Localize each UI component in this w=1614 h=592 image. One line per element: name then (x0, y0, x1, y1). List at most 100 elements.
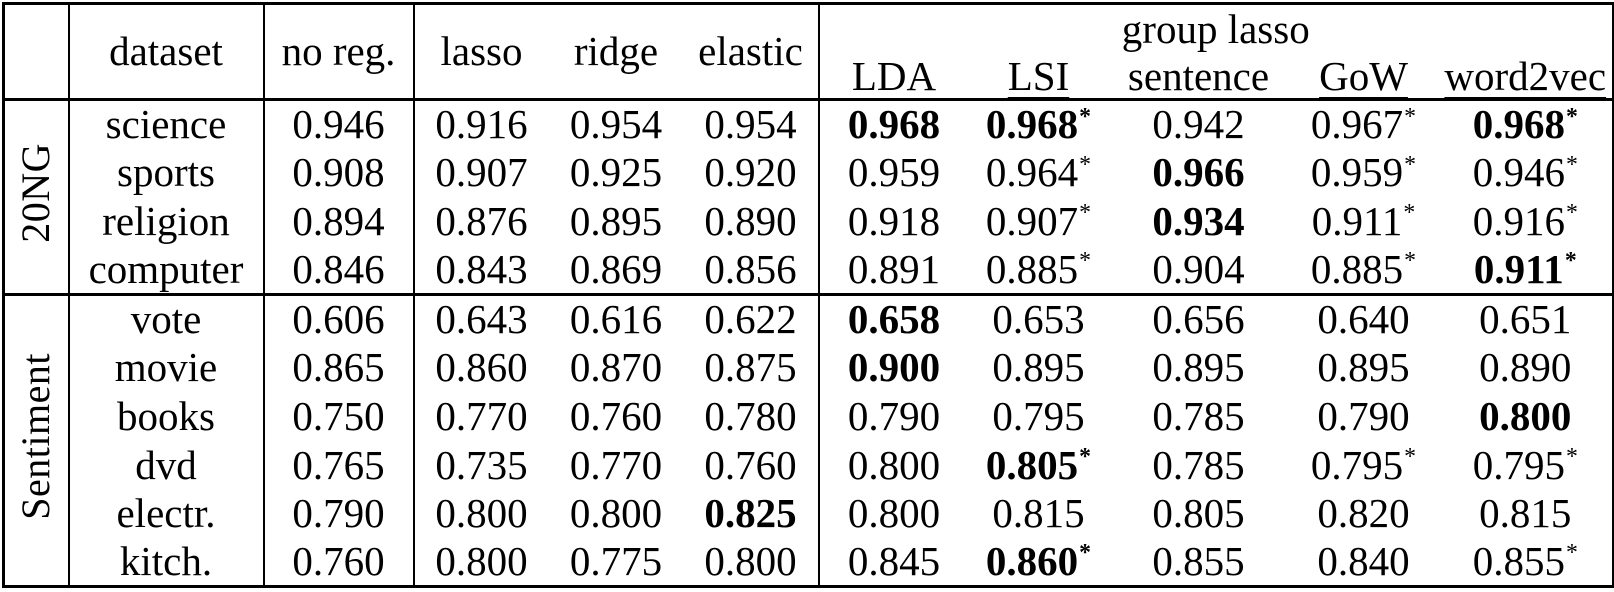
score-value: 0.908 (292, 149, 385, 196)
significance-star: * (1404, 443, 1417, 470)
score-value: 0.916 (435, 101, 528, 148)
score-cell: 0.860* (969, 538, 1109, 587)
significance-star: * (1565, 200, 1578, 227)
score-value: 0.800 (847, 490, 941, 537)
score-value: 0.750 (292, 392, 385, 439)
score-value: 0.954 (704, 101, 797, 148)
score-cell: 0.916* (1439, 197, 1614, 246)
header-row-sub: LDA LSI sentence GoW word2vec (4, 54, 1614, 100)
score-cell: 0.845 (819, 538, 969, 587)
score-value: 0.911 (1311, 198, 1403, 245)
score-value: 0.825 (704, 490, 797, 537)
score-value: 0.870 (569, 344, 663, 391)
col-header-ridge: ridge (573, 28, 659, 75)
score-value: 0.855 (1472, 538, 1565, 585)
col-header-no-reg: no reg. (263, 3, 415, 100)
score-value: 0.795 (992, 392, 1085, 439)
score-cell: 0.775 (549, 538, 684, 587)
score-value: 0.656 (1152, 296, 1245, 343)
significance-star: * (1565, 103, 1578, 130)
table-row: movie 0.865 0.860 0.870 0.875 0.900 0.895 0.895… (4, 342, 1614, 392)
score-cell: 0.790 (1289, 392, 1439, 441)
score-cell: 0.968* (968, 98, 1109, 149)
score-cell: 0.891 (819, 246, 969, 295)
table-row: dvd 0.765 0.735 0.770 0.760 0.800 0.805* 0.785 0… (4, 440, 1614, 489)
score-value: 0.904 (1152, 246, 1245, 293)
score-value: 0.856 (704, 246, 797, 293)
significance-star: * (1565, 540, 1578, 567)
dataset-label: computer (68, 245, 265, 295)
score-value: 0.760 (292, 538, 385, 585)
score-value: 0.916 (1472, 198, 1565, 245)
score-value: 0.651 (1479, 296, 1572, 343)
score-value: 0.735 (435, 441, 528, 488)
score-cell: 0.911* (1439, 246, 1614, 295)
score-cell: 0.795* (1289, 440, 1439, 489)
score-value: 0.885 (1310, 246, 1404, 293)
score-cell: 0.800 (414, 489, 549, 538)
score-value: 0.843 (435, 246, 528, 293)
score-cell: 0.770 (549, 440, 684, 489)
score-cell: 0.616 (548, 292, 684, 343)
col-header-group-lasso: group lasso (1121, 6, 1310, 53)
score-cell: 0.946 (263, 98, 415, 149)
score-cell: 0.800 (819, 440, 969, 489)
score-value: 0.805 (1152, 490, 1245, 537)
score-cell: 0.820 (1289, 489, 1439, 538)
score-value: 0.890 (704, 198, 797, 245)
score-cell: 0.790 (263, 489, 415, 538)
score-value: 0.846 (292, 246, 385, 293)
score-cell: 0.908 (263, 148, 415, 197)
score-cell: 0.651 (1438, 292, 1614, 343)
score-value: 0.800 (704, 538, 797, 585)
col-subheader-sentence: sentence (1127, 53, 1270, 99)
col-header-dataset: dataset (68, 3, 265, 100)
score-value: 0.790 (1317, 392, 1410, 439)
dataset-label: kitch. (68, 537, 265, 587)
score-value: 0.895 (1152, 344, 1245, 391)
score-value: 0.815 (992, 490, 1085, 537)
score-value: 0.760 (569, 392, 663, 439)
score-value: 0.780 (704, 392, 797, 439)
score-value: 0.925 (569, 149, 663, 196)
header-row-top: dataset no reg. lasso ridge elastic grou… (3, 3, 1614, 100)
score-cell: 0.800 (1439, 392, 1614, 441)
score-value: 0.815 (1479, 490, 1572, 537)
score-value: 0.840 (1317, 538, 1410, 585)
score-value: 0.800 (435, 490, 528, 537)
col-header-elastic: elastic (683, 3, 820, 100)
dataset-label: science (68, 98, 265, 149)
col-subheader-gow: GoW (1319, 53, 1408, 99)
score-cell: 0.895 (1289, 343, 1439, 392)
score-cell: 0.911* (1289, 197, 1439, 246)
significance-star: * (1564, 248, 1577, 275)
score-cell: 0.954 (548, 98, 684, 149)
col-subheader-lda: LDA (851, 53, 937, 99)
score-cell: 0.795 (969, 392, 1109, 441)
score-cell: 0.964* (969, 148, 1109, 197)
score-cell: 0.795* (1439, 440, 1614, 489)
score-cell: 0.656 (1108, 292, 1289, 343)
score-value: 0.890 (1479, 344, 1572, 391)
significance-star: * (1079, 540, 1092, 567)
score-cell: 0.622 (683, 292, 820, 343)
score-cell: 0.959* (1289, 148, 1439, 197)
dataset-label: books (68, 391, 265, 441)
score-value: 0.640 (1317, 296, 1410, 343)
score-value: 0.606 (292, 296, 385, 343)
score-cell: 0.815 (1439, 489, 1614, 538)
score-value: 0.966 (1152, 149, 1245, 196)
score-cell: 0.900 (819, 343, 969, 392)
score-cell: 0.918 (819, 197, 969, 246)
dataset-label: movie (68, 342, 265, 392)
score-cell: 0.942 (1108, 98, 1289, 149)
score-cell: 0.846 (263, 245, 415, 295)
score-value: 0.658 (847, 296, 941, 343)
dataset-label: sports (68, 148, 265, 197)
score-cell: 0.855 (1109, 538, 1289, 587)
score-value: 0.907 (435, 149, 528, 196)
score-value: 0.800 (435, 538, 528, 585)
score-value: 0.967 (1310, 101, 1404, 148)
score-value: 0.860 (985, 538, 1079, 585)
